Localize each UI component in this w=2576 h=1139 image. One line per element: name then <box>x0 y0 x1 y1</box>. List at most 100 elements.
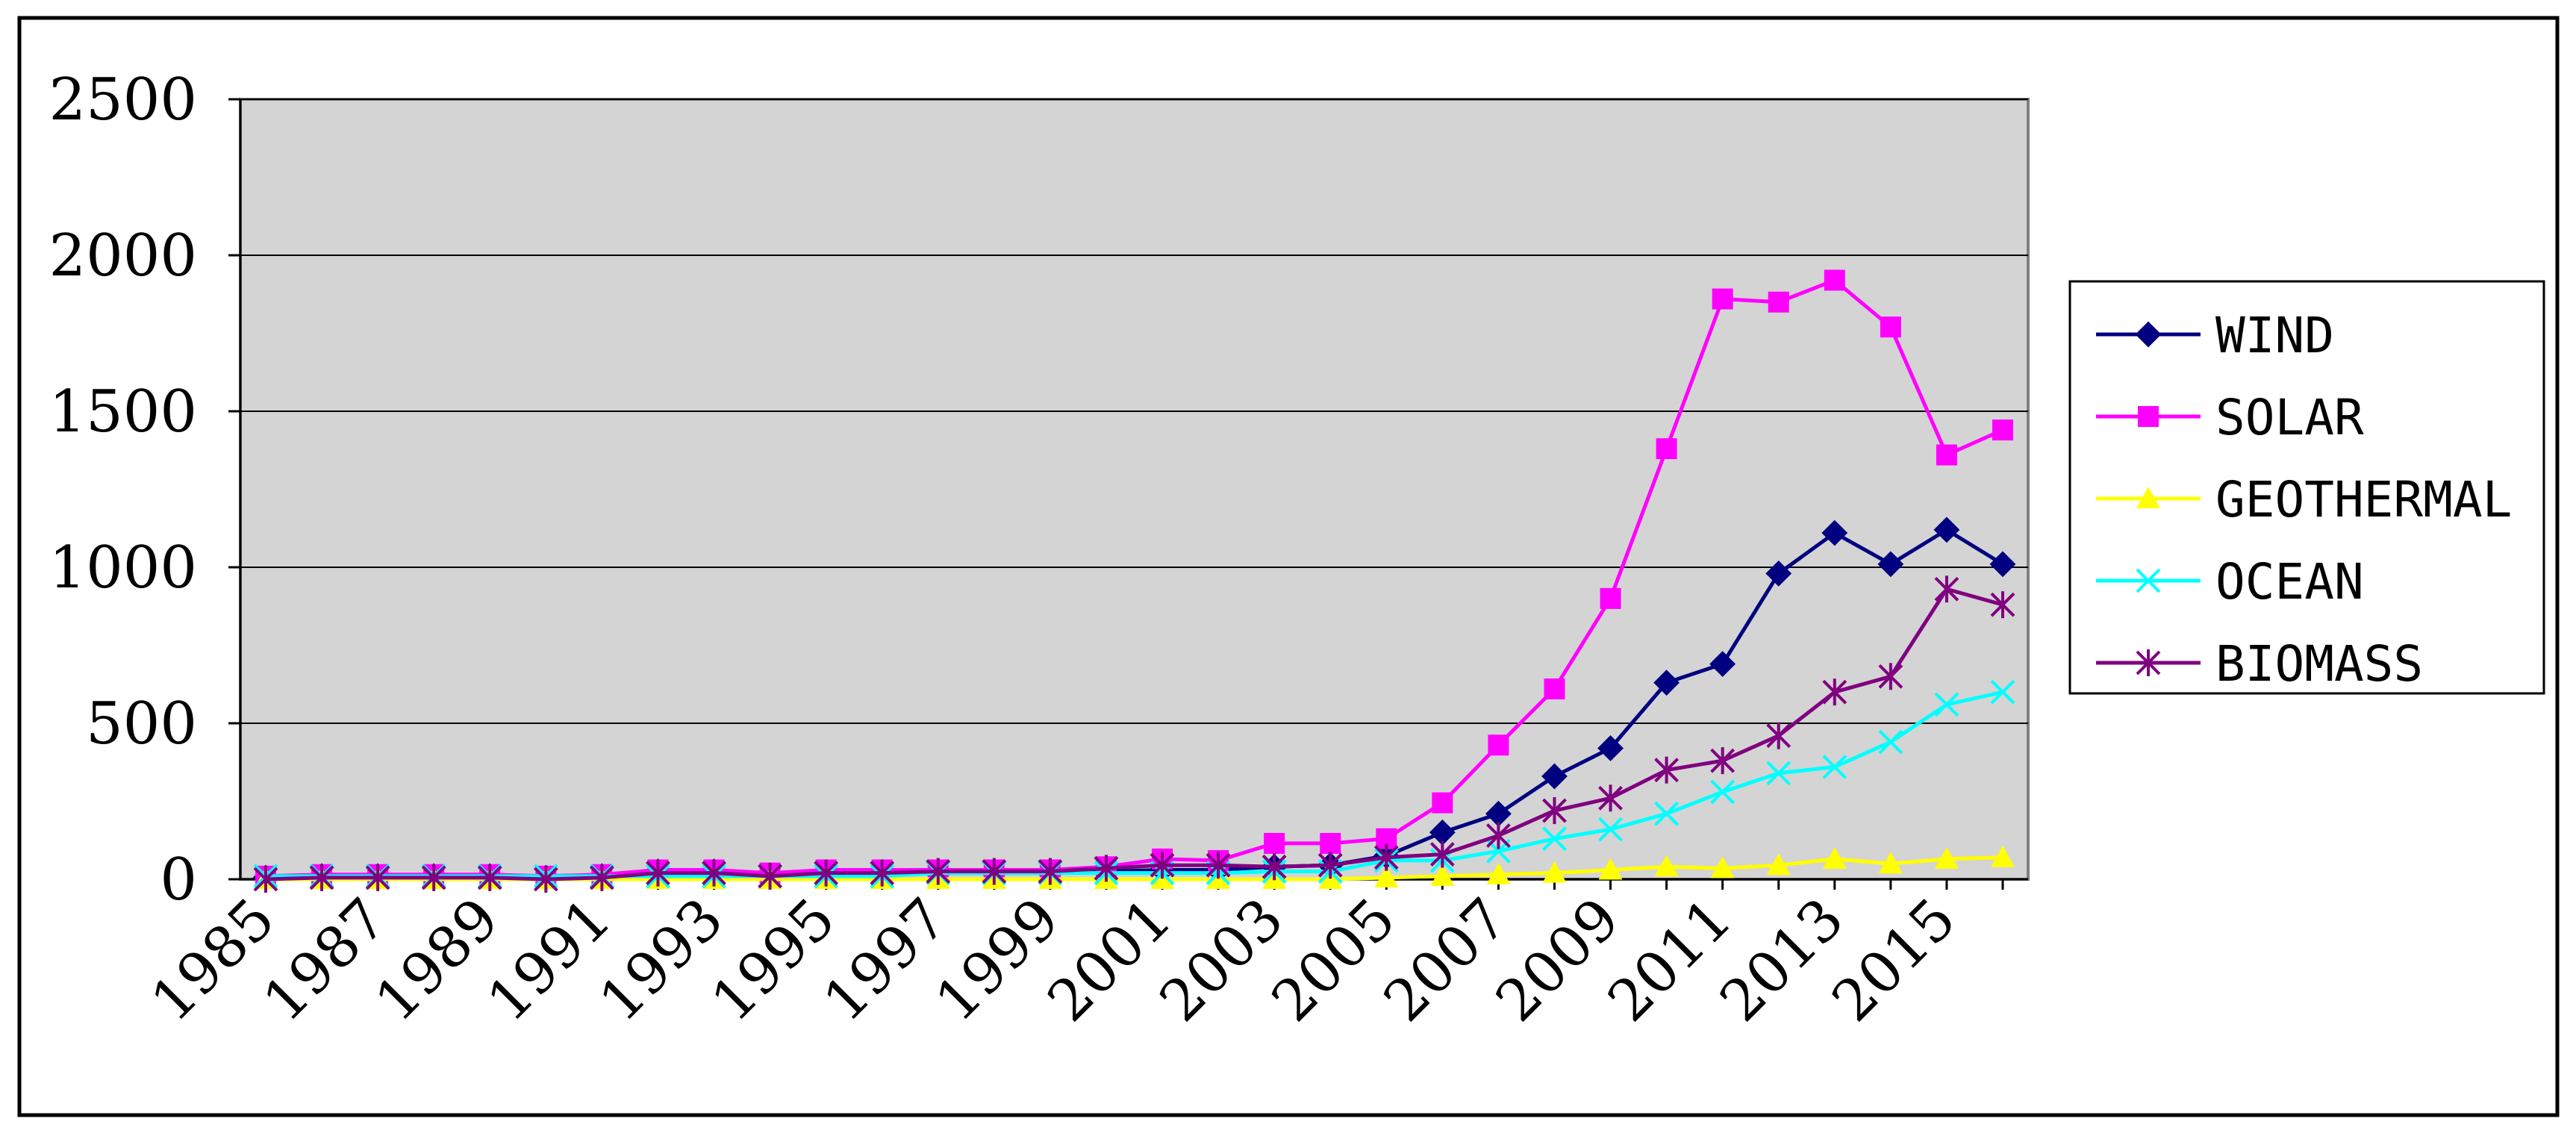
y-tick-label: 1000 <box>49 534 197 602</box>
data-point-biomass <box>1934 575 1959 603</box>
data-point-biomass <box>758 862 782 890</box>
data-point-wind <box>1597 735 1624 761</box>
data-point-biomass <box>365 864 390 891</box>
legend-label-wind: WIND <box>2215 307 2334 364</box>
data-point-geothermal <box>1598 858 1623 880</box>
legend-marker-geothermal <box>2136 487 2160 508</box>
data-point-biomass <box>533 866 558 893</box>
data-point-biomass <box>814 859 839 887</box>
data-point-biomass <box>1262 853 1287 881</box>
data-point-solar <box>1768 291 1789 313</box>
data-point-ocean <box>1990 679 2015 705</box>
data-point-solar <box>1712 288 1733 310</box>
legend-marker-ocean <box>2136 568 2161 593</box>
data-point-biomass <box>1486 822 1511 849</box>
data-point-geothermal <box>1934 846 1959 869</box>
data-point-ocean <box>1710 779 1735 805</box>
legend-item-biomass: BIOMASS <box>2096 635 2423 693</box>
legend-label-solar: SOLAR <box>2215 389 2364 446</box>
data-point-geothermal <box>1374 865 1399 887</box>
data-point-biomass <box>1317 852 1343 879</box>
data-point-biomass <box>1373 843 1399 871</box>
data-point-biomass <box>1878 663 1903 690</box>
y-tick-label: 0 <box>160 846 197 914</box>
legend-item-wind: WIND <box>2096 307 2334 364</box>
data-point-biomass <box>1542 797 1567 825</box>
data-point-biomass <box>253 866 278 893</box>
legend: WIND SOLAR GEOTHERMAL OCEAN BIOMASS <box>2068 280 2545 695</box>
y-tick-label: 2500 <box>49 66 197 134</box>
y-tick-label: 1500 <box>49 378 197 446</box>
series-biomass <box>253 575 2015 893</box>
data-point-geothermal <box>1430 864 1455 886</box>
legend-marker-biomass <box>2136 649 2161 676</box>
data-point-biomass <box>1766 722 1791 749</box>
data-point-wind <box>1821 519 1848 546</box>
legend-marker-wind <box>2135 321 2162 348</box>
data-point-ocean <box>1654 801 1680 826</box>
data-point-wind <box>1765 560 1792 587</box>
data-point-wind <box>1877 551 1904 578</box>
data-point-biomass <box>1094 855 1119 882</box>
gridlines <box>240 99 2028 724</box>
data-point-wind <box>1989 551 2016 578</box>
data-point-solar <box>1264 832 1285 854</box>
data-point-biomass <box>702 859 726 887</box>
data-point-wind <box>1653 670 1680 696</box>
data-point-wind <box>1933 517 1960 543</box>
data-point-geothermal <box>1822 846 1847 869</box>
series-line-ocean <box>266 690 2003 879</box>
data-point-ocean <box>1822 755 1847 779</box>
data-point-geothermal <box>1710 856 1735 879</box>
data-point-geothermal <box>1991 845 2015 867</box>
legend-label-geothermal: GEOTHERMAL <box>2215 471 2512 528</box>
data-point-biomass <box>309 864 334 891</box>
legend-item-geothermal: GEOTHERMAL <box>2096 471 2512 528</box>
y-tick-label: 500 <box>86 690 197 758</box>
data-point-solar <box>1544 678 1565 700</box>
series-line-biomass <box>265 587 2003 881</box>
data-point-solar <box>1656 438 1677 460</box>
data-point-ocean <box>1598 817 1623 842</box>
data-point-solar <box>1488 734 1509 756</box>
data-point-ocean <box>1878 729 1903 755</box>
legend-item-solar: SOLAR <box>2096 389 2364 446</box>
data-point-biomass <box>1822 678 1847 706</box>
data-point-solar <box>1320 832 1341 854</box>
data-point-biomass <box>477 864 502 891</box>
data-point-solar <box>1936 444 1957 466</box>
data-point-ocean <box>1934 692 1959 717</box>
data-point-biomass <box>870 859 895 887</box>
plot-area <box>239 98 2030 881</box>
data-point-ocean <box>1766 761 1791 786</box>
data-point-biomass <box>1654 756 1680 784</box>
data-point-geothermal <box>1486 862 1511 884</box>
data-point-biomass <box>1710 747 1735 775</box>
data-point-biomass <box>926 858 951 885</box>
data-point-biomass <box>421 864 446 891</box>
legend-box <box>2068 280 2545 695</box>
data-point-biomass <box>1038 858 1063 885</box>
data-point-biomass <box>1990 591 2015 619</box>
data-point-solar <box>1992 419 2013 441</box>
data-point-ocean <box>1542 826 1567 852</box>
data-point-geothermal <box>1878 852 1903 874</box>
data-point-geothermal <box>1654 855 1679 877</box>
data-point-biomass <box>1429 840 1455 868</box>
y-tick-label: 2000 <box>49 222 197 290</box>
data-point-solar <box>1824 269 1845 291</box>
data-point-biomass <box>589 864 614 891</box>
legend-marker-solar <box>2138 406 2159 427</box>
data-point-wind <box>1709 651 1736 677</box>
data-point-geothermal <box>1542 861 1567 883</box>
data-point-solar <box>1880 316 1901 338</box>
data-point-wind <box>1541 763 1568 790</box>
data-point-solar <box>1432 792 1453 814</box>
legend-label-biomass: BIOMASS <box>2215 635 2423 693</box>
data-point-biomass <box>646 859 670 887</box>
data-point-biomass <box>982 858 1007 885</box>
data-point-biomass <box>1598 784 1623 812</box>
series-layer <box>252 269 2016 893</box>
